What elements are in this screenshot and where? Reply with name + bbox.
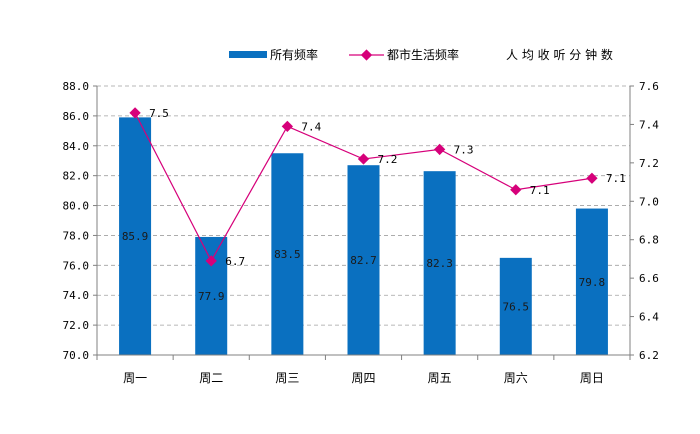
- line-point: [510, 184, 522, 196]
- right-axis-tick-label: 6.8: [639, 234, 659, 247]
- left-axis-tick-label: 70.0: [63, 349, 90, 362]
- x-axis-category-label: 周四: [351, 371, 375, 385]
- bar: [119, 117, 152, 355]
- right-axis-tick-label: 6.2: [639, 349, 659, 362]
- line-point: [357, 153, 370, 165]
- left-axis-tick-label: 80.0: [63, 200, 90, 213]
- right-axis-tick-label: 6.6: [639, 272, 659, 285]
- bars: [119, 117, 608, 355]
- right-axis-tick-label: 7.0: [639, 195, 659, 208]
- bar-value-label: 85.9: [122, 230, 149, 243]
- bar: [271, 153, 304, 355]
- right-axis-tick-label: 7.4: [639, 118, 659, 131]
- line-point: [281, 120, 294, 133]
- x-axis-category-label: 周五: [428, 371, 452, 385]
- legend-label-line: 都市生活频率: [387, 47, 459, 62]
- left-axis-tick-label: 76.0: [63, 259, 90, 272]
- bar: [499, 257, 532, 355]
- x-axis-category-label: 周一: [123, 371, 147, 385]
- left-axis-tick-label: 78.0: [63, 229, 90, 242]
- bar-value-label: 79.8: [579, 276, 606, 289]
- line-value-label: 7.1: [530, 184, 550, 197]
- bar: [575, 208, 608, 355]
- line-point: [129, 107, 141, 119]
- legend-marker-line: [360, 49, 373, 61]
- line-value-label: 7.1: [606, 172, 626, 185]
- x-axis-category-label: 周日: [580, 371, 604, 385]
- bar: [347, 165, 380, 355]
- bar: [423, 171, 456, 355]
- left-axis-tick-label: 88.0: [63, 80, 90, 93]
- x-axis-category-label: 周二: [199, 371, 223, 385]
- legend-label-bar: 所有频率: [270, 47, 318, 62]
- line-value-label: 7.5: [149, 107, 169, 120]
- bar-value-label: 83.5: [274, 248, 301, 261]
- legend-label-extra: 人 均 收 听 分 钟 数: [506, 47, 613, 62]
- left-axis-tick-label: 84.0: [63, 140, 90, 153]
- x-axis-category-label: 周六: [504, 371, 528, 385]
- bar-value-label: 76.5: [503, 300, 530, 313]
- left-axis-tick-label: 72.0: [63, 319, 90, 332]
- line-value-label: 7.4: [301, 120, 321, 133]
- legend: 所有频率 都市生活频率 人 均 收 听 分 钟 数: [229, 47, 613, 62]
- axes: 70.0 72.0 74.0 76.0 78.0 80.0 82.0 84.0 86.0 88.0…: [63, 80, 660, 385]
- line-value-label: 7.2: [378, 153, 398, 166]
- right-axis-tick-label: 6.4: [639, 311, 659, 324]
- legend-swatch-bar: [229, 51, 267, 58]
- right-axis-tick-label: 7.2: [639, 157, 659, 170]
- bar-value-label: 82.3: [426, 257, 453, 270]
- line-point: [586, 172, 598, 184]
- right-axis-tick-label: 7.6: [639, 80, 659, 93]
- labels: 85.9 77.9 83.5 82.7 82.3 76.5 79.8 7.5 6.7 7.4 7.2…: [122, 107, 626, 314]
- left-axis-tick-label: 82.0: [63, 170, 90, 183]
- line-point: [205, 255, 217, 267]
- left-axis-tick-label: 86.0: [63, 110, 90, 123]
- bar-value-label: 82.7: [350, 254, 377, 267]
- line-point: [433, 143, 446, 156]
- bar-value-label: 77.9: [198, 290, 225, 303]
- line-value-label: 6.7: [225, 255, 245, 268]
- line-value-label: 7.3: [454, 143, 474, 156]
- left-axis-tick-label: 74.0: [63, 289, 90, 302]
- x-axis-category-label: 周三: [275, 371, 299, 385]
